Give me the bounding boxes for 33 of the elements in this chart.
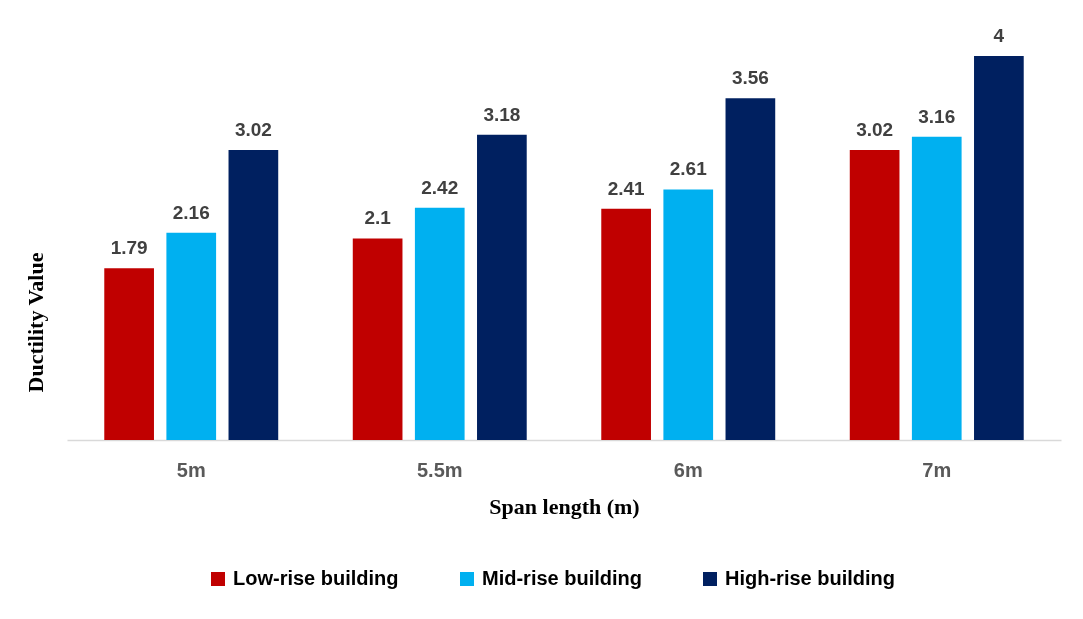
data-label: 2.1	[364, 207, 392, 229]
bar	[849, 150, 900, 440]
data-label: 2.61	[669, 158, 708, 180]
x-tick-label: 7m	[922, 458, 952, 481]
x-tick-label: 5m	[176, 458, 206, 481]
data-label: 2.42	[421, 176, 459, 198]
legend-label: Low-rise building	[233, 567, 399, 589]
bar	[974, 56, 1024, 440]
bar	[725, 98, 776, 440]
data-label: 3.16	[918, 105, 956, 127]
bar	[911, 136, 962, 440]
legend-label: High-rise building	[725, 567, 895, 589]
data-label: 2.41	[607, 177, 646, 199]
bar	[104, 268, 154, 440]
data-label: 2.16	[172, 201, 210, 223]
bar	[601, 208, 651, 440]
data-label: 3.18	[483, 103, 521, 125]
bar	[663, 189, 714, 440]
data-label: 3.56	[731, 67, 769, 89]
data-label: 3.02	[856, 119, 894, 141]
bar	[477, 134, 527, 440]
data-label: 4	[993, 25, 1005, 46]
data-label: 3.02	[234, 119, 272, 141]
bar	[166, 232, 217, 440]
x-tick-label: 6m	[673, 458, 703, 481]
bar	[352, 238, 403, 440]
legend-label: Mid-rise building	[482, 567, 642, 589]
bar	[414, 207, 465, 440]
y-axis-title: Ductility Value	[22, 252, 48, 393]
x-tick-label: 5.5m	[416, 458, 463, 481]
bar	[228, 150, 279, 440]
x-axis-title: Span length (m)	[489, 493, 640, 519]
data-label: 1.79	[110, 237, 148, 259]
